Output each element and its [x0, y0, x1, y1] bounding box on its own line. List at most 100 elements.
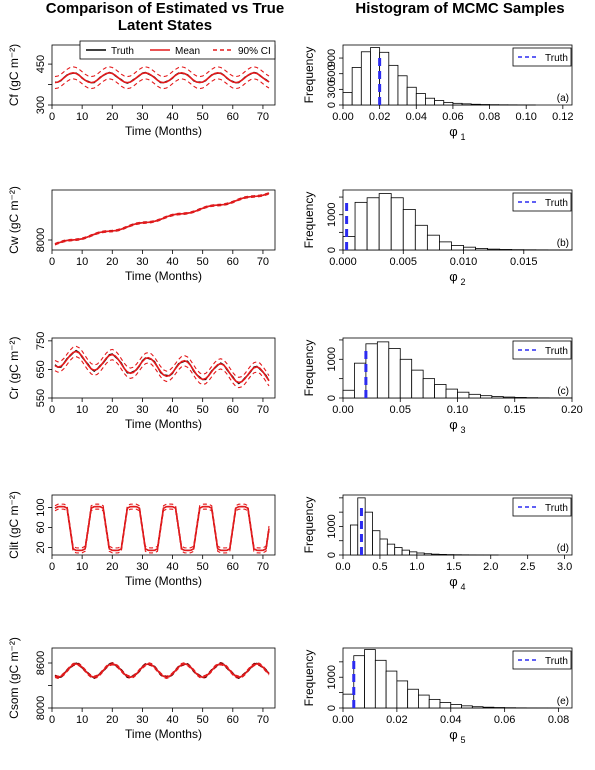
y-tick-label: 8000 — [35, 696, 47, 720]
legend-truth-label: Truth — [545, 346, 568, 357]
x-tick-label: 30 — [136, 111, 148, 123]
legend: Truth — [512, 650, 572, 670]
x-tick-label: 60 — [227, 256, 239, 268]
x-tick-label: 2.0 — [483, 561, 498, 573]
x-tick-label: 50 — [197, 714, 209, 726]
right-column-title: Histogram of MCMC Samples — [355, 0, 565, 17]
x-tick-label: 20 — [106, 111, 118, 123]
x-tick-label: 0.12 — [552, 111, 573, 123]
x-tick-label: 0.20 — [561, 404, 582, 416]
timeseries-panel-Clit: 0 10 20 30 40 50 60 70 20 60 100 Time (Months) Clit … — [7, 491, 276, 588]
x-axis-label: Time (Months) — [125, 727, 202, 741]
ci-upper-line — [54, 662, 270, 677]
plot-frame — [51, 494, 276, 556]
x-tick-label: 0.04 — [406, 111, 427, 123]
y-axis-label: Csom (gC m⁻²) — [7, 637, 21, 719]
timeseries-panel-Cr: 0 10 20 30 40 50 60 70 550 650 750 Time (Months) Cr … — [7, 332, 276, 431]
histogram-bar — [431, 553, 440, 556]
histogram-bar — [394, 547, 403, 556]
timeseries-panel-Csom: 0 10 20 30 40 50 60 70 8000 8600 Time (Months) Csom… — [7, 637, 276, 741]
mean-line — [54, 662, 270, 679]
histogram-bar — [418, 694, 430, 709]
histogram-bar — [461, 103, 472, 106]
histogram-bar — [385, 670, 398, 709]
histogram-panel-phi2: 0.000 0.005 0.010 0.015 0 1000 φ 2 Frequency (b) T… — [302, 189, 573, 287]
x-tick-label: 0.06 — [442, 111, 463, 123]
x-tick-label: 0.000 — [329, 256, 357, 268]
x-tick-label: 0 — [49, 111, 55, 123]
panel-tag: (b) — [557, 238, 569, 249]
histogram-bar — [416, 552, 425, 556]
legend: Truth — [512, 47, 572, 67]
histogram-bar — [374, 659, 387, 709]
legend: Truth Mean 90% CI — [79, 40, 276, 60]
x-axis-label: Time (Months) — [125, 417, 202, 431]
y-axis-label: Frequency — [302, 47, 316, 104]
histogram-bar — [468, 393, 481, 399]
x-tick-label: 30 — [136, 714, 148, 726]
histogram-bar — [414, 224, 428, 251]
histogram-bar — [406, 86, 417, 106]
x-tick-label: 0.02 — [386, 714, 407, 726]
truth-line — [54, 349, 270, 385]
histogram-bar — [428, 698, 441, 709]
legend-box — [512, 192, 572, 212]
legend-label-2: 90% CI — [238, 46, 271, 57]
histogram-bar — [439, 241, 452, 251]
histogram-panel-phi5: 0.00 0.02 0.04 0.06 0.08 0 1000 φ 5 Frequency (e) T… — [302, 647, 573, 745]
histogram-bar — [407, 688, 419, 709]
x-tick-label: 30 — [136, 404, 148, 416]
y-tick-label: 8000 — [35, 228, 47, 252]
histogram-bar — [434, 384, 447, 399]
y-tick-label: 550 — [35, 389, 47, 407]
mean-line — [54, 71, 270, 84]
legend: Truth — [512, 192, 572, 212]
histogram-bar — [409, 551, 418, 556]
histogram-bar — [366, 197, 380, 251]
histogram-bar — [364, 649, 376, 709]
y-tick-label: 1000 — [326, 665, 338, 689]
histogram-bar — [342, 236, 356, 251]
timeseries-panel-Cw: 0 10 20 30 40 50 60 70 8000 Time (Months) Cw (gC m… — [7, 186, 276, 283]
legend-box — [79, 40, 276, 60]
histogram-bar — [411, 369, 424, 399]
histogram-bar — [491, 396, 504, 399]
histogram-bar — [443, 101, 454, 106]
ci-lower-line — [54, 664, 270, 679]
legend-label-1: Mean — [175, 46, 200, 57]
legend-box — [512, 497, 572, 517]
histogram-bar — [354, 201, 368, 251]
histogram-bar — [463, 246, 476, 251]
x-tick-label: 10 — [76, 111, 88, 123]
y-tick-label: 750 — [35, 332, 47, 350]
x-tick-label: 0.00 — [332, 714, 353, 726]
legend-truth-label: Truth — [545, 53, 568, 64]
panel-tag: (c) — [557, 386, 569, 397]
x-tick-label: 20 — [106, 714, 118, 726]
histogram-bar — [434, 100, 445, 106]
x-tick-label: 0.15 — [504, 404, 525, 416]
histogram-panel-phi3: 0.00 0.05 0.10 0.15 0.20 0 1000 φ 3 Frequency (c) T… — [302, 337, 583, 435]
y-tick-label: 0 — [326, 395, 338, 401]
legend-label-0: Truth — [111, 46, 134, 57]
histogram-bar — [378, 193, 392, 251]
x-tick-label: 10 — [76, 561, 88, 573]
legend: Truth — [512, 340, 572, 360]
histogram-bar — [439, 702, 452, 709]
histogram-bar — [354, 362, 367, 399]
histogram-bar — [401, 549, 410, 556]
histogram-bar — [397, 75, 408, 106]
x-axis-label-subscript: 5 — [461, 735, 466, 745]
histogram-bar — [402, 209, 416, 251]
histogram-bar — [450, 704, 462, 709]
x-tick-label: 50 — [197, 404, 209, 416]
histogram-panel-phi4: 0.0 0.5 1.0 1.5 2.0 2.5 3.0 0 1000 φ 4 Frequency (d)… — [302, 494, 573, 592]
x-tick-label: 60 — [227, 111, 239, 123]
histogram-bar — [514, 397, 527, 399]
histogram-bar — [379, 538, 388, 556]
x-tick-label: 0.10 — [447, 404, 468, 416]
histogram-bar — [372, 530, 381, 556]
x-tick-label: 0.05 — [390, 404, 411, 416]
legend-box — [512, 340, 572, 360]
